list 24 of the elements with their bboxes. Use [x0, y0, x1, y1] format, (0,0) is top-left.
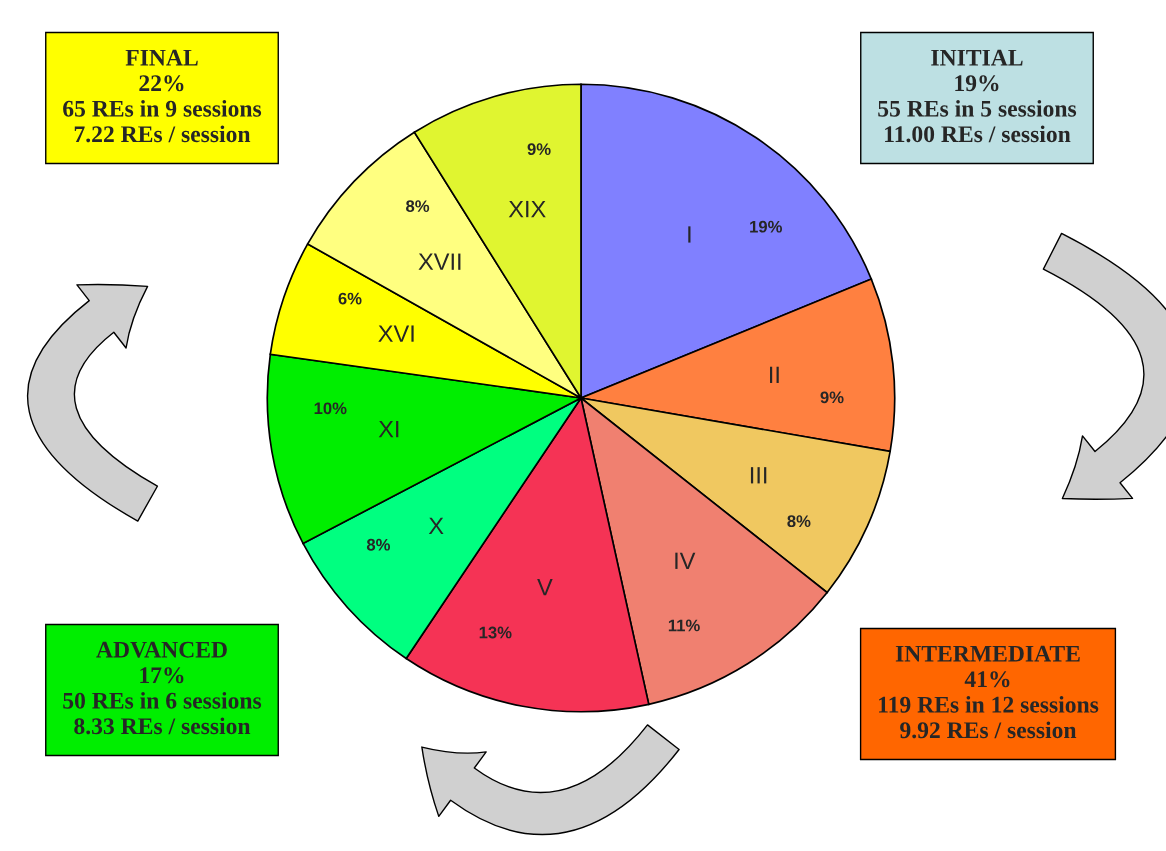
- slice-label: II: [769, 366, 779, 383]
- slice-label: X: [428, 517, 444, 534]
- slice-label: XVI: [378, 325, 414, 342]
- text: ADVANCED 17% 50 REs in 6 sessions 8.33 REs / session: [63, 641, 262, 735]
- slice-label: XI: [378, 420, 399, 438]
- data-label: 6%: [338, 292, 362, 305]
- slice-label: I: [688, 226, 691, 243]
- data-label: 11%: [668, 619, 700, 632]
- text: INTERMEDIATE 41% 119 REs in 12 sessions 9.92 REs / session: [879, 645, 1099, 739]
- data-label: 8%: [406, 200, 430, 213]
- data-label: 13%: [479, 626, 512, 639]
- slice-label: III: [750, 467, 767, 484]
- text: FINAL 22% 65 REs in 9 sessions 7.22 REs / session: [63, 49, 262, 143]
- data-label: 19%: [750, 220, 782, 233]
- data-label: 8%: [787, 515, 811, 528]
- slice-label: XVII: [418, 253, 461, 270]
- data-label: 9%: [527, 143, 551, 156]
- data-label: 9%: [820, 391, 844, 404]
- slice-label: IV: [675, 552, 696, 569]
- data-label: 8%: [366, 538, 391, 551]
- slice-label: XIX: [508, 200, 546, 218]
- data-label: 10%: [314, 402, 347, 415]
- text: INITIAL 19% 55 REs in 5 sessions 11.00 REs / session: [878, 49, 1077, 143]
- slice-label: V: [537, 578, 553, 596]
